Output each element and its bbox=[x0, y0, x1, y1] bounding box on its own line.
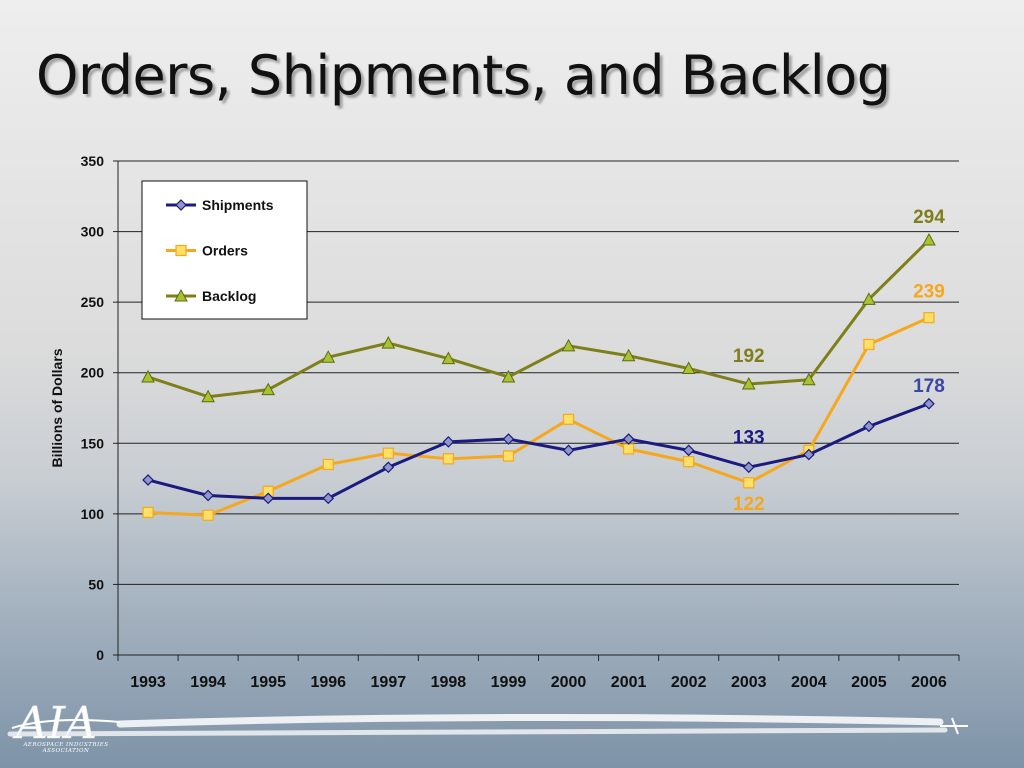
shipments-point bbox=[863, 420, 875, 433]
orders-point bbox=[142, 506, 154, 519]
backlog-point bbox=[441, 351, 456, 365]
x-tick-label: 1996 bbox=[310, 674, 346, 691]
y-tick-label: 150 bbox=[81, 435, 105, 451]
backlog-point bbox=[681, 361, 696, 374]
orders-point bbox=[923, 312, 935, 324]
series-orders bbox=[142, 312, 935, 521]
y-tick-label: 50 bbox=[88, 576, 104, 592]
shipments-point bbox=[923, 397, 935, 410]
orders-point bbox=[322, 458, 334, 471]
shipments-point bbox=[682, 444, 695, 457]
legend-label-backlog: Backlog bbox=[202, 288, 256, 304]
y-tick-label: 0 bbox=[96, 647, 104, 663]
shipments-point bbox=[382, 461, 395, 474]
shipments-point bbox=[142, 474, 154, 486]
x-tick-label: 1993 bbox=[130, 674, 166, 691]
data-label-backlog-2003: 192 bbox=[733, 346, 765, 367]
y-tick-label: 350 bbox=[81, 153, 105, 169]
legend-marker-shipments bbox=[175, 199, 187, 211]
shipments-point bbox=[802, 448, 815, 461]
axes: 0 50 100 150 200 250 300 350 1993 1994 1995 1996 199… bbox=[49, 153, 960, 691]
series-shipments bbox=[142, 397, 935, 505]
shipments-point bbox=[742, 461, 755, 474]
backlog-point bbox=[621, 348, 636, 362]
orders-point bbox=[502, 450, 515, 462]
series-backlog bbox=[141, 232, 936, 403]
shipments-point bbox=[442, 436, 455, 448]
data-label-orders-2006: 239 bbox=[913, 282, 945, 303]
x-tick-label: 1999 bbox=[491, 674, 527, 691]
x-tick-label: 1998 bbox=[431, 674, 467, 691]
orders-point bbox=[683, 456, 695, 468]
y-tick-label: 200 bbox=[81, 365, 105, 381]
backlog-point bbox=[201, 389, 215, 403]
x-tick-label: 1995 bbox=[250, 674, 286, 691]
backlog-point bbox=[741, 376, 756, 390]
x-tick-label: 2006 bbox=[911, 674, 947, 691]
svg-text:AIA: AIA bbox=[12, 698, 97, 749]
legend-marker-orders bbox=[175, 244, 187, 257]
data-label-backlog-2006: 294 bbox=[913, 207, 945, 228]
y-tick-label: 300 bbox=[81, 224, 105, 240]
x-tick-label: 2000 bbox=[551, 674, 587, 691]
x-tick-label: 2005 bbox=[851, 674, 887, 691]
backlog-point bbox=[561, 338, 576, 352]
shipments-line bbox=[147, 402, 930, 500]
backlog-point bbox=[501, 369, 516, 383]
legend-label-orders: Orders bbox=[202, 243, 248, 259]
shipments-point bbox=[262, 492, 275, 505]
x-tick-label: 2002 bbox=[671, 674, 707, 691]
logo-caption: AEROSPACE INDUSTRIES ASSOCIATION bbox=[23, 742, 109, 754]
orders-point bbox=[382, 447, 394, 459]
orders-point bbox=[202, 509, 214, 521]
shipments-point bbox=[202, 489, 214, 502]
legend-marker-backlog bbox=[174, 288, 188, 302]
legend-label-shipments: Shipments bbox=[202, 197, 274, 213]
orders-point bbox=[863, 338, 875, 351]
data-label-orders-2003: 122 bbox=[733, 494, 765, 515]
shipments-point bbox=[502, 433, 515, 445]
backlog-point bbox=[922, 232, 936, 246]
x-tick-label: 1994 bbox=[190, 674, 226, 691]
x-tick-label: 2001 bbox=[611, 674, 647, 691]
backlog-point bbox=[141, 369, 155, 383]
backlog-point bbox=[261, 382, 276, 396]
shipments-point bbox=[562, 444, 575, 457]
backlog-point bbox=[801, 372, 816, 386]
x-tick-label: 2004 bbox=[791, 674, 827, 691]
shipments-point bbox=[622, 433, 635, 445]
x-tick-label: 1997 bbox=[371, 674, 407, 691]
y-tick-label: 100 bbox=[81, 506, 105, 522]
data-label-shipments-2006: 178 bbox=[913, 376, 945, 397]
orders-point bbox=[442, 453, 454, 465]
contrail-upper bbox=[116, 713, 944, 728]
orders-point bbox=[743, 477, 755, 489]
backlog-point bbox=[381, 336, 396, 349]
data-labels: 192 133 122 294 239 178 bbox=[733, 207, 945, 515]
series bbox=[141, 232, 936, 521]
backlog-line bbox=[147, 238, 931, 399]
airplane-icon bbox=[940, 717, 968, 735]
legend: Shipments Orders Backlog bbox=[141, 180, 308, 320]
data-label-shipments-2003: 133 bbox=[733, 427, 765, 448]
contrail-decoration bbox=[7, 713, 968, 737]
shipments-point bbox=[322, 492, 335, 505]
orders-point bbox=[623, 443, 635, 455]
backlog-point bbox=[862, 292, 876, 305]
y-tick-label: 250 bbox=[81, 294, 105, 310]
backlog-point bbox=[321, 350, 336, 363]
orders-point bbox=[562, 413, 575, 425]
orders-line bbox=[147, 316, 930, 517]
contrail-lower bbox=[7, 727, 948, 737]
slide-title: Orders, Shipments, and Backlog bbox=[36, 44, 891, 107]
y-axis-title: Billions of Dollars bbox=[49, 348, 65, 467]
aia-logo: AIA bbox=[11, 698, 121, 749]
x-tick-label: 2003 bbox=[731, 674, 767, 691]
